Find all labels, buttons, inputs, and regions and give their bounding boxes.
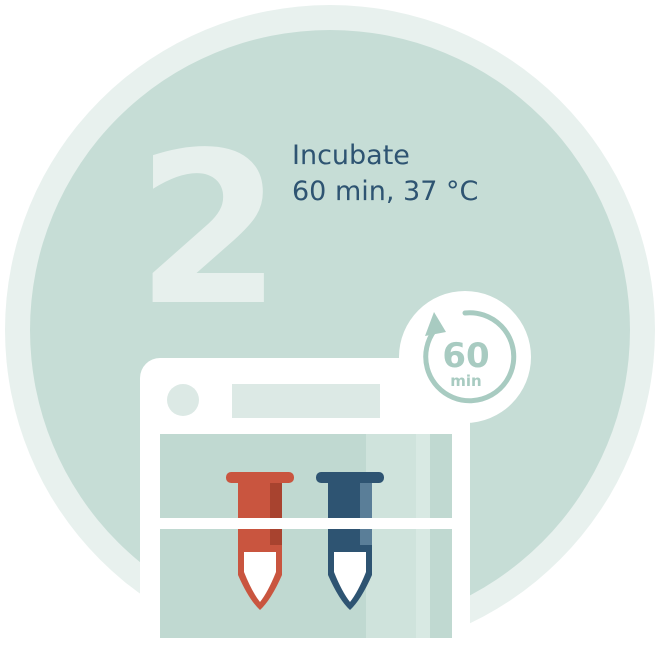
arrowhead-icon	[425, 312, 446, 336]
display-panel	[232, 384, 380, 418]
red-tube	[226, 472, 294, 610]
tube-rack-bar	[160, 518, 452, 529]
incubator	[140, 358, 470, 658]
blue-tube-cap	[316, 472, 384, 483]
chamber-edge	[416, 434, 430, 638]
indicator-light	[167, 384, 199, 416]
timer-unit: min	[450, 372, 481, 390]
clockwise-arrow-icon	[423, 310, 517, 404]
red-tube-shade	[270, 483, 282, 545]
step-number: 2	[136, 107, 282, 352]
blue-tube	[316, 472, 384, 610]
blue-tube-shade	[360, 483, 372, 545]
timer-value: 60	[442, 336, 489, 376]
step-detail: 60 min, 37 °C	[292, 176, 478, 207]
red-tube-liquid	[244, 552, 276, 602]
timer-badge: 60 min	[399, 291, 531, 423]
red-tube-cap	[226, 472, 294, 483]
blue-tube-liquid	[334, 552, 366, 602]
step-title: Incubate	[292, 140, 410, 171]
